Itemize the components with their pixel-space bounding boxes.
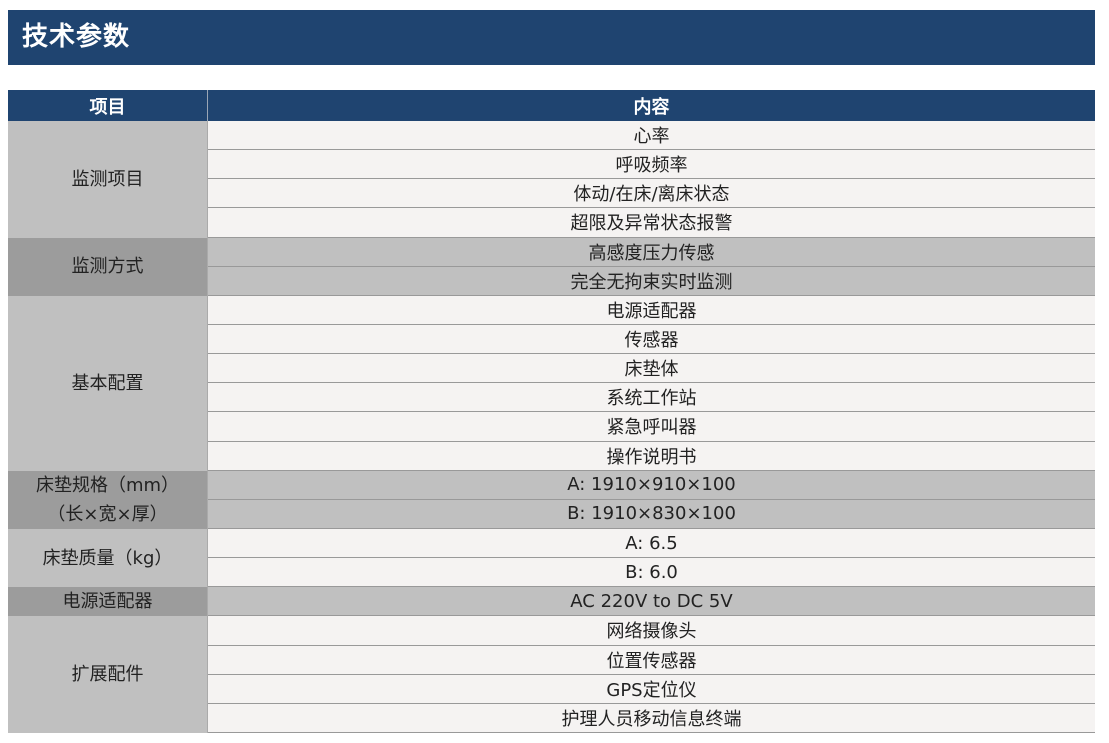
group-label: 电源适配器 bbox=[8, 587, 208, 617]
column-header-content: 内容 bbox=[208, 90, 1095, 121]
content-cell: 护理人员移动信息终端 bbox=[208, 703, 1095, 733]
content-cell: 位置传感器 bbox=[208, 645, 1095, 675]
content-cell: 心率 bbox=[208, 121, 1095, 151]
group-label: 监测项目 bbox=[8, 121, 208, 238]
content-cell: 电源适配器 bbox=[208, 295, 1095, 325]
content-cell: 超限及异常状态报警 bbox=[208, 208, 1095, 238]
group-label: 监测方式 bbox=[8, 237, 208, 296]
content-cell: GPS定位仪 bbox=[208, 674, 1095, 704]
content-cell: A: 1910×910×100 bbox=[208, 470, 1095, 500]
content-cell: B: 6.0 bbox=[208, 558, 1095, 588]
group-label: 基本配置 bbox=[8, 295, 208, 471]
column-header-item: 项目 bbox=[8, 90, 208, 121]
content-cell: 紧急呼叫器 bbox=[208, 412, 1095, 442]
content-cell: 体动/在床/离床状态 bbox=[208, 179, 1095, 209]
section-title: 技术参数 bbox=[8, 10, 1095, 65]
group-label: 床垫规格（mm） （长×宽×厚） bbox=[8, 470, 208, 529]
content-cell: 操作说明书 bbox=[208, 441, 1095, 471]
content-cell: B: 1910×830×100 bbox=[208, 499, 1095, 529]
content-cell: 传感器 bbox=[208, 324, 1095, 355]
group-label: 床垫质量（kg） bbox=[8, 528, 208, 588]
content-cell: AC 220V to DC 5V bbox=[208, 587, 1095, 617]
content-cell: 床垫体 bbox=[208, 354, 1095, 384]
content-cell: 高感度压力传感 bbox=[208, 237, 1095, 267]
content-cell: A: 6.5 bbox=[208, 528, 1095, 559]
content-cell: 系统工作站 bbox=[208, 383, 1095, 413]
content-cell: 网络摄像头 bbox=[208, 616, 1095, 646]
spec-table: 项目 内容 监测项目 心率 呼吸频率 体动/在床/离床状态 超限及异常状态报警 监测方式高… bbox=[8, 90, 1095, 733]
content-cell: 完全无拘束实时监测 bbox=[208, 266, 1095, 296]
content-cell: 呼吸频率 bbox=[208, 150, 1095, 180]
group-label: 扩展配件 bbox=[8, 616, 208, 733]
